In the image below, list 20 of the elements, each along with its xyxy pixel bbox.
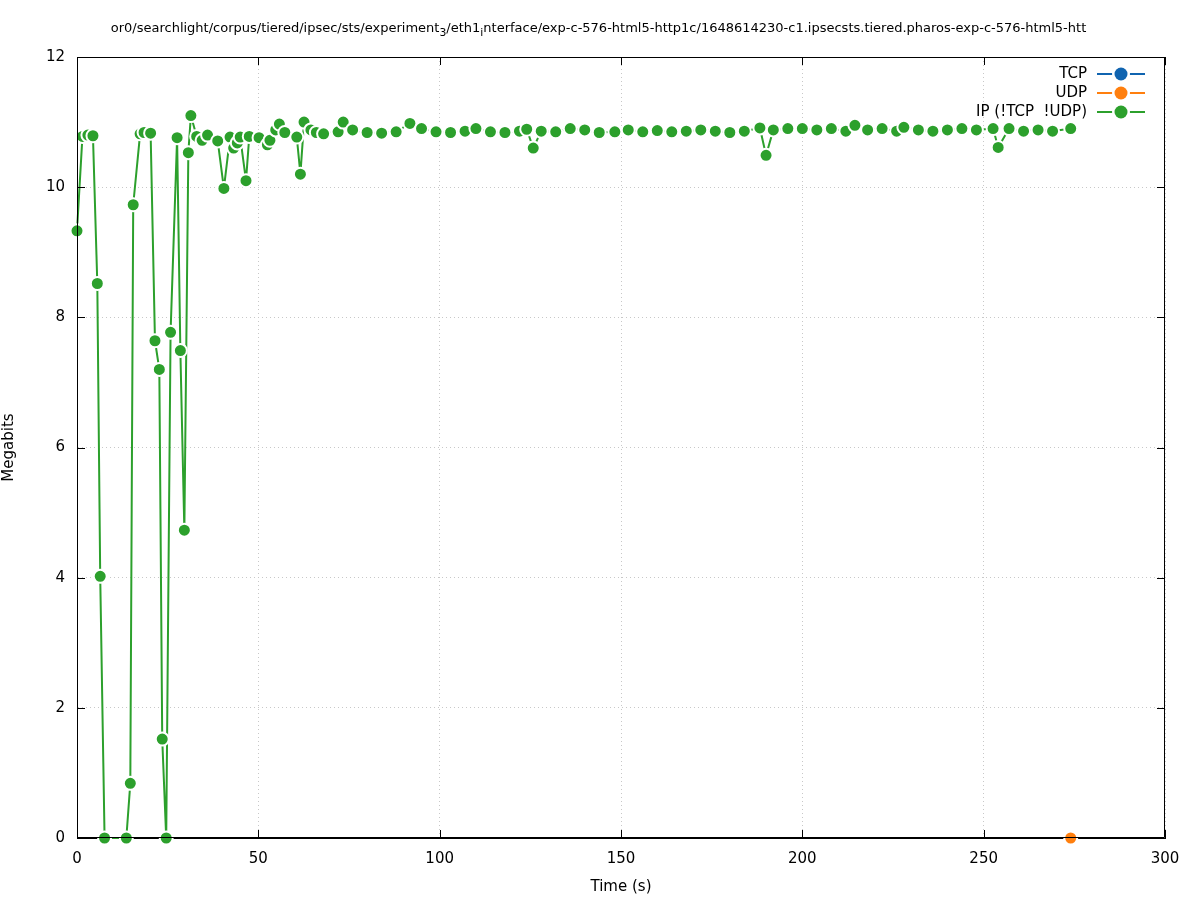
legend-label: IP (!TCP !UDP) [976, 101, 1087, 120]
x-tick-label: 300 [1150, 848, 1180, 867]
x-tick-label: 200 [788, 848, 817, 867]
y-tick-label: 6 [55, 437, 65, 456]
y-axis-title: Megabits [0, 413, 17, 482]
legend-label: TCP [1058, 63, 1087, 82]
legend-label: UDP [1055, 82, 1087, 101]
x-tick-label: 100 [425, 848, 454, 867]
chart-title: or0/searchlight/corpus/tiered/ipsec/sts/experiment$_{3}$/eth1$_{i}$nterface/exp-c-576-html5-http1c/1648614230-c1.ipsecsts.tiered.pharos-exp-c-576-html5-htt [109, 19, 1088, 41]
y-tick-label: 2 [55, 697, 65, 716]
y-tick-label: 8 [55, 307, 65, 326]
x-tick-label: 150 [606, 848, 636, 867]
x-tick-label: 250 [969, 848, 998, 867]
y-tick-label: 12 [45, 46, 65, 65]
x-axis-title: Time (s) [589, 876, 652, 895]
y-tick-label: 4 [55, 567, 65, 586]
x-tick-label: 0 [72, 848, 82, 867]
y-tick-label: 0 [55, 827, 65, 846]
x-tick-label: 50 [248, 848, 268, 867]
y-tick-label: 10 [45, 177, 65, 196]
